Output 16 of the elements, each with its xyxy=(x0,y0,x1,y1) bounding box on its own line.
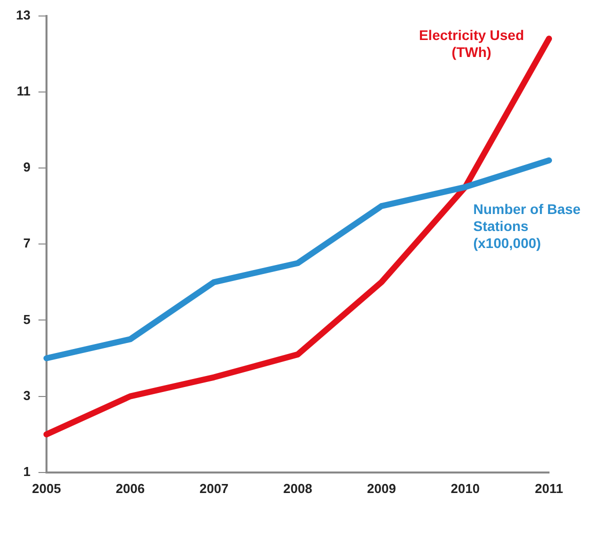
x-tick-label: 2007 xyxy=(200,480,228,496)
y-tick-label: 11 xyxy=(16,83,30,98)
x-tick-label: 2011 xyxy=(534,480,564,496)
x-tick-label: 2008 xyxy=(283,480,312,496)
y-tick-label: 7 xyxy=(23,236,30,251)
x-tick-label: 2009 xyxy=(367,480,396,496)
series-label: Number of Base Stations (x100,000) xyxy=(473,201,582,252)
x-tick-label: 2010 xyxy=(450,480,480,496)
y-tick-label: 1 xyxy=(23,464,30,479)
x-tick-label: 2005 xyxy=(32,480,61,496)
y-tick-label: 5 xyxy=(23,312,30,327)
y-tick-label: 9 xyxy=(23,160,30,175)
y-tick-label: 3 xyxy=(23,388,30,403)
series-label: Electricity Used (TWh) xyxy=(418,26,526,61)
x-tick-label: 2006 xyxy=(116,480,145,496)
y-tick-label: 13 xyxy=(16,7,30,22)
